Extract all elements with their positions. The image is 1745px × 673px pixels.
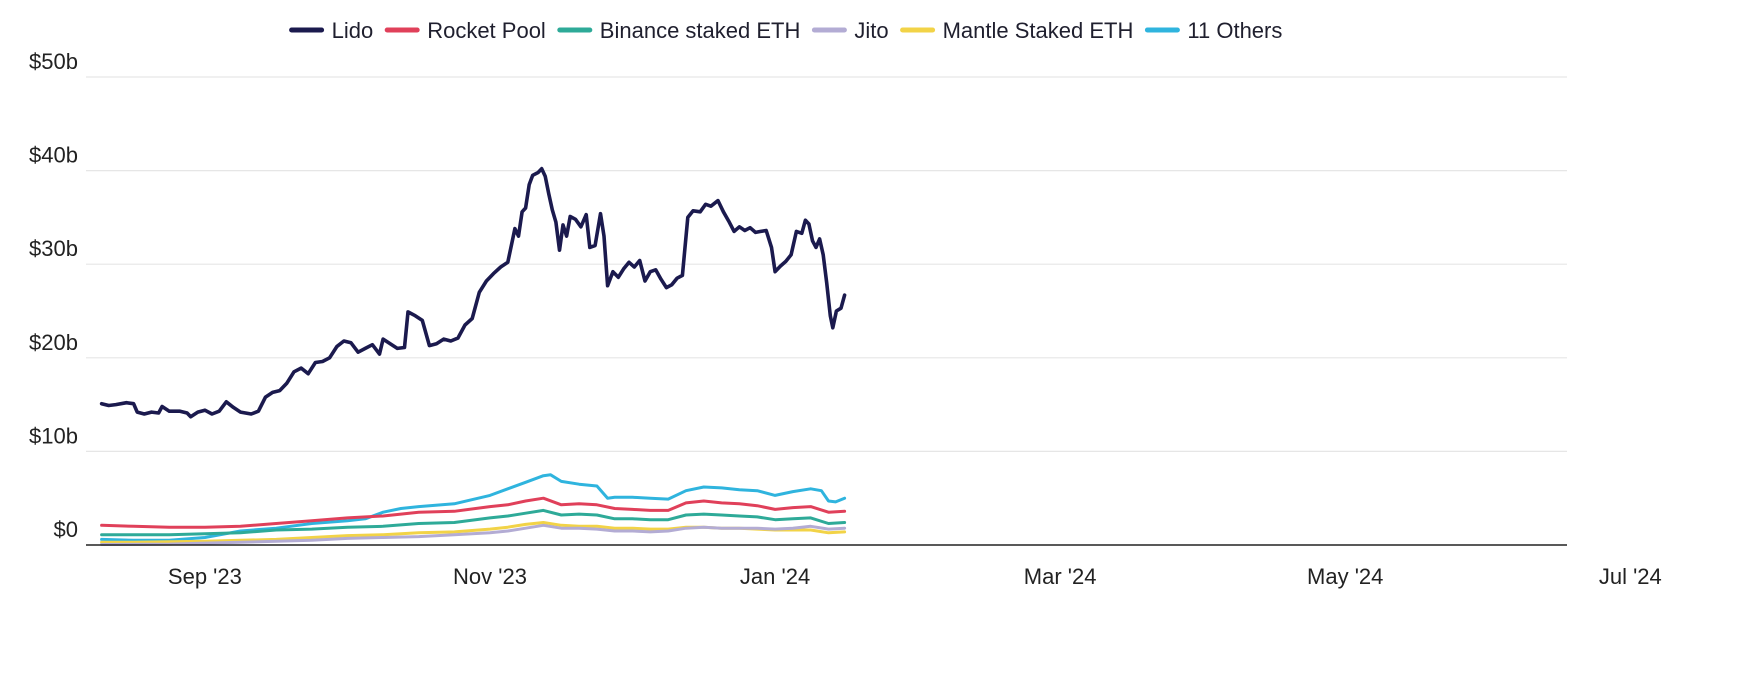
series-line-11-others <box>100 473 847 542</box>
legend-item-lido[interactable]: Lido <box>289 18 374 43</box>
legend-label: Lido <box>332 18 374 43</box>
x-tick-label: May '24 <box>1307 564 1383 589</box>
x-axis-tick-labels: Sep '23 Nov '23 Jan '24 Mar '24 May '24 Jul '… <box>168 564 1662 589</box>
legend-item-rocket-pool[interactable]: Rocket Pool <box>384 18 546 43</box>
x-tick-label: Sep '23 <box>168 564 242 589</box>
legend-label: 11 Others <box>1187 18 1282 43</box>
y-tick-label: $30b <box>29 236 78 261</box>
legend-label: Binance staked ETH <box>600 18 801 43</box>
legend-label: Mantle Staked ETH <box>943 18 1134 43</box>
y-gridlines <box>86 76 1567 452</box>
series-line-rocket-pool <box>100 496 847 529</box>
y-tick-label: $50b <box>29 49 78 74</box>
legend-item-jito[interactable]: Jito <box>811 18 889 43</box>
legend-item-11-others[interactable]: 11 Others <box>1144 18 1282 43</box>
legend-item-binance-staked-eth[interactable]: Binance staked ETH <box>557 18 801 43</box>
chart-legend: Lido Rocket Pool Binance staked ETH Jito Man… <box>289 18 1282 43</box>
x-tick-label: Mar '24 <box>1024 564 1097 589</box>
y-axis-tick-labels: $0 $10b $20b $30b $40b $50b <box>29 49 78 542</box>
legend-item-mantle-staked-eth[interactable]: Mantle Staked ETH <box>900 18 1134 43</box>
x-tick-label: Jan '24 <box>740 564 810 589</box>
y-tick-label: $0 <box>54 517 78 542</box>
series-lines <box>99 166 847 546</box>
series-line-jito <box>100 523 847 546</box>
series-line-binance-staked-eth <box>100 508 847 537</box>
legend-label: Rocket Pool <box>427 18 546 43</box>
y-tick-label: $40b <box>29 143 78 168</box>
legend-label: Jito <box>854 18 888 43</box>
y-tick-label: $20b <box>29 330 78 355</box>
series-line-lido <box>99 166 847 419</box>
x-tick-label: Nov '23 <box>453 564 527 589</box>
x-tick-label: Jul '24 <box>1599 564 1662 589</box>
y-tick-label: $10b <box>29 423 78 448</box>
